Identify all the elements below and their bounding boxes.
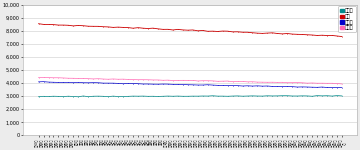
Legend: 世帯数, 人口, （男）, （女）: 世帯数, 人口, （男）, （女） <box>338 6 356 32</box>
